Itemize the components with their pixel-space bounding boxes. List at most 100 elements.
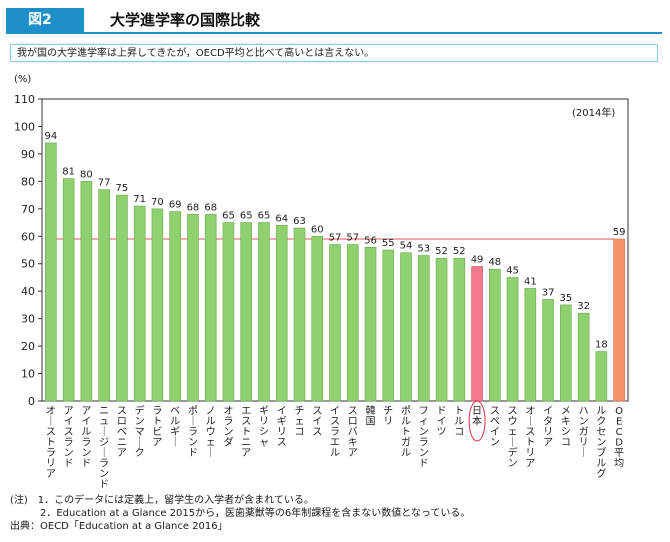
- category-label: エストニア: [241, 406, 251, 459]
- data-label: 75: [116, 183, 129, 194]
- category-label: オランダ: [223, 405, 233, 449]
- y-tick-label: 0: [28, 395, 35, 408]
- data-label: 32: [577, 301, 590, 312]
- data-label: 55: [382, 238, 395, 249]
- category-label: ルクセンブルグ: [596, 406, 606, 480]
- y-axis-unit: (%): [14, 74, 32, 85]
- data-label: 65: [222, 211, 235, 222]
- category-label: オ｜ストラリア: [46, 405, 56, 480]
- data-label: 45: [506, 265, 519, 276]
- bar: [542, 299, 554, 402]
- category-label: オ｜ストリア: [525, 405, 535, 470]
- data-label: 80: [80, 169, 93, 180]
- bar: [275, 224, 288, 402]
- data-label: 64: [275, 213, 288, 224]
- y-tick-label: 20: [21, 340, 35, 353]
- bar: [471, 266, 483, 402]
- y-tick-label: 50: [21, 258, 35, 271]
- data-label: 70: [151, 197, 164, 208]
- bar: [400, 252, 412, 402]
- year-label: (2014年): [572, 108, 616, 119]
- bar: [169, 211, 181, 402]
- data-label: 65: [258, 211, 271, 222]
- category-label: ノルウェ｜: [206, 406, 216, 459]
- category-label: スイス: [312, 406, 322, 438]
- bar: [151, 208, 164, 402]
- category-label: ラトビア: [152, 405, 162, 449]
- data-label: 65: [240, 211, 253, 222]
- bar: [329, 244, 341, 402]
- category-label: トルコ: [454, 406, 464, 438]
- category-label: デンマ｜ク: [135, 404, 145, 459]
- bar: [311, 235, 324, 402]
- y-tick-label: 30: [21, 313, 35, 326]
- bar: [80, 181, 93, 402]
- category-label: スペイン: [490, 406, 500, 449]
- data-label: 60: [311, 224, 324, 235]
- category-label: ニュ｜ジ｜ランド: [99, 406, 109, 491]
- data-label: 37: [542, 287, 555, 298]
- data-label: 81: [62, 167, 75, 178]
- bar: [62, 178, 75, 402]
- category-label: ベルギ｜: [170, 405, 180, 449]
- y-tick-label: 40: [21, 285, 35, 298]
- figure-title: 大学進学率の国際比較: [110, 11, 261, 29]
- japan-highlight-circle: [468, 400, 486, 442]
- bar: [364, 246, 377, 402]
- category-label: フィンランド: [419, 406, 429, 470]
- category-label: ポルトガル: [401, 405, 411, 459]
- data-label: 52: [453, 246, 466, 257]
- bar: [453, 257, 466, 402]
- data-label: 54: [400, 241, 413, 252]
- bar: [506, 277, 519, 402]
- category-label: ポ｜ランド: [188, 405, 198, 459]
- y-tick-label: 80: [21, 175, 35, 188]
- category-label: ハンガリ｜: [579, 406, 589, 459]
- category-label: メキシコ: [561, 406, 571, 449]
- category-label: O E C D 平均: [614, 406, 624, 470]
- bar: [204, 214, 217, 402]
- bar: [489, 268, 501, 402]
- category-label: 韓国: [366, 405, 376, 428]
- data-label: 57: [329, 233, 342, 244]
- bar: [45, 142, 57, 402]
- note-2: 2．Education at a Glance 2015から，医歯薬獣等の6年制…: [10, 508, 471, 519]
- figure-header: 図2 大学進学率の国際比較: [6, 8, 662, 34]
- category-label: アイスランド: [64, 406, 74, 470]
- bar: [560, 304, 572, 402]
- bar: [240, 222, 253, 402]
- category-label: イスラエル: [330, 406, 340, 459]
- bar: [417, 255, 430, 402]
- note-1: (注) 1．このデータには定義上，留学生の入学者が含まれている。: [10, 495, 314, 506]
- y-tick-label: 10: [21, 368, 35, 381]
- data-label: 35: [559, 293, 572, 304]
- category-label: イタリア: [543, 406, 553, 449]
- category-label: スウェ｜デン: [508, 406, 518, 470]
- data-label: 94: [45, 131, 58, 142]
- y-tick-label: 60: [21, 230, 35, 243]
- bar: [222, 222, 235, 402]
- category-label: イギリス: [277, 406, 287, 449]
- bar: [116, 194, 128, 402]
- data-label: 18: [595, 340, 608, 351]
- category-label: ドイツ: [437, 406, 447, 438]
- bar: [524, 288, 537, 402]
- y-tick-label: 100: [14, 120, 35, 133]
- bar: [258, 222, 270, 402]
- bar: [187, 214, 199, 402]
- y-tick-label: 110: [14, 93, 35, 106]
- data-label: 57: [346, 233, 359, 244]
- data-label: 56: [364, 235, 377, 246]
- y-tick-label: 70: [21, 203, 35, 216]
- bar: [577, 312, 590, 402]
- bar: [98, 189, 110, 402]
- summary-box: 我が国の大学進学率は上昇してきたが，OECD平均と比べて高いとは言えない。: [10, 44, 658, 62]
- data-label: 71: [133, 194, 146, 205]
- bar: [382, 249, 395, 402]
- figure-number: 図2: [6, 8, 84, 32]
- data-label: 68: [187, 202, 200, 213]
- source-note: 出典：OECD「Education at a Glance 2016」: [10, 521, 228, 532]
- category-label: チェコ: [294, 405, 304, 438]
- bar: [133, 205, 146, 402]
